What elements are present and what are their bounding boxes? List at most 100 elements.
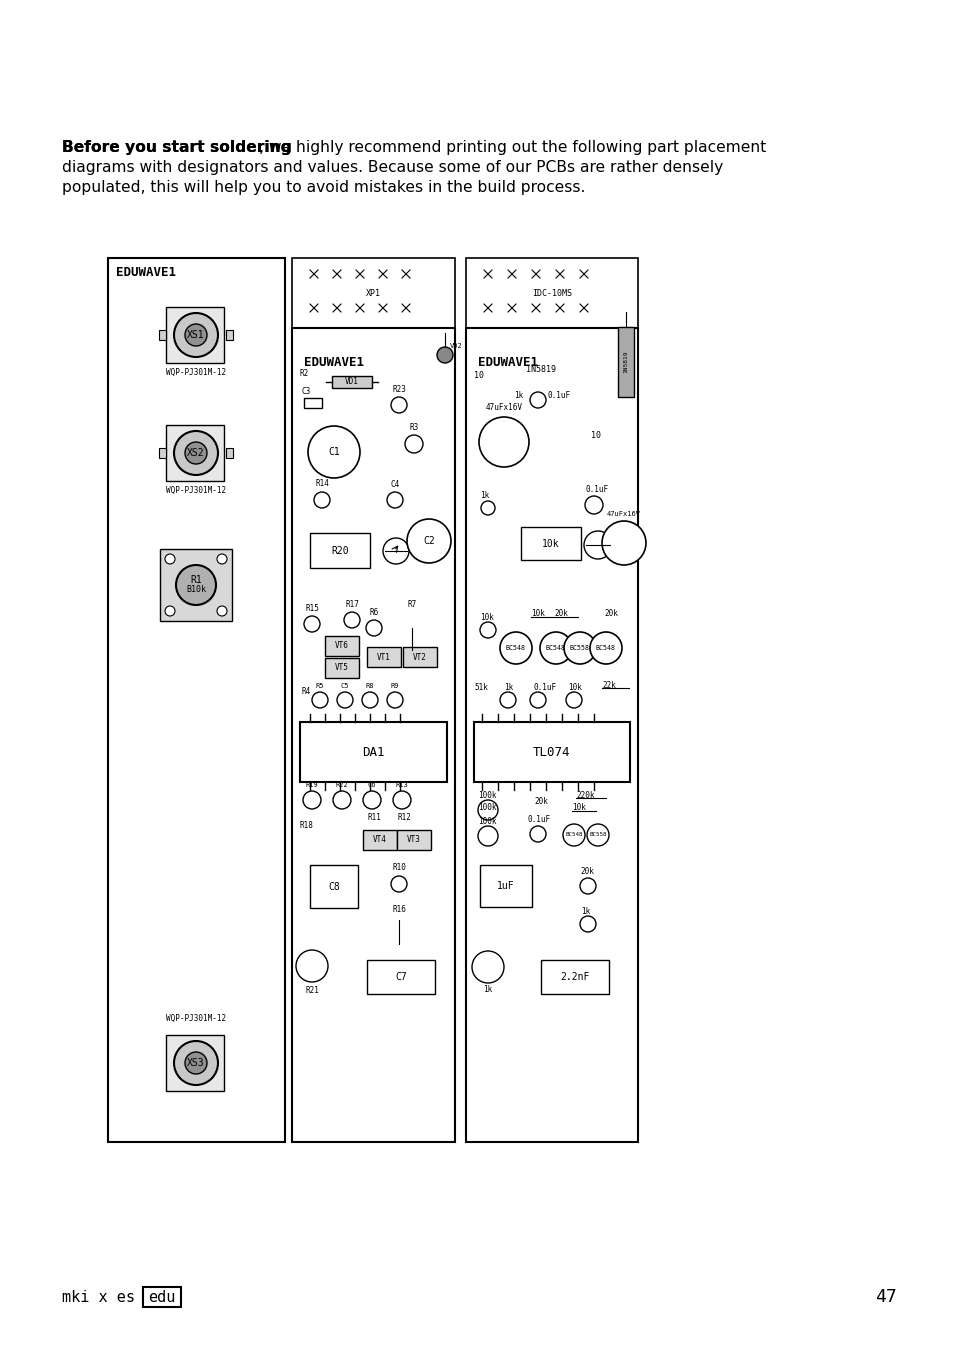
Bar [108, 258, 285, 1142]
Text: VT5: VT5 [335, 663, 349, 672]
Text: R17: R17 [345, 599, 358, 609]
Text: R12: R12 [396, 814, 411, 822]
Text: WQP-PJ301M-12: WQP-PJ301M-12 [166, 369, 226, 377]
Circle shape [185, 324, 207, 346]
Circle shape [589, 632, 621, 664]
Text: WQP-PJ301M-12: WQP-PJ301M-12 [166, 486, 226, 495]
Circle shape [382, 539, 409, 564]
Text: 0.1uF: 0.1uF [534, 683, 557, 691]
Circle shape [530, 693, 545, 707]
Text: R18: R18 [299, 822, 314, 830]
Circle shape [478, 417, 529, 467]
Bar [332, 377, 372, 387]
Bar [325, 636, 358, 656]
Text: R9: R9 [391, 683, 399, 688]
Text: C7: C7 [395, 972, 406, 981]
Bar [166, 1035, 224, 1091]
Text: BC558: BC558 [589, 833, 606, 837]
Text: 0.1uF: 0.1uF [527, 815, 551, 825]
Bar [226, 448, 233, 458]
Text: edu: edu [148, 1289, 175, 1304]
Text: populated, this will help you to avoid mistakes in the build process.: populated, this will help you to avoid m… [62, 180, 585, 194]
Bar [474, 722, 629, 782]
Text: R22: R22 [335, 782, 348, 788]
Text: R14: R14 [314, 479, 329, 487]
Circle shape [361, 693, 377, 707]
Circle shape [583, 531, 612, 559]
Text: 10k: 10k [541, 539, 559, 549]
Circle shape [216, 606, 227, 616]
Bar [304, 398, 322, 408]
Text: C6: C6 [367, 782, 375, 788]
Circle shape [530, 826, 545, 842]
Circle shape [539, 632, 572, 664]
Text: R5: R5 [315, 683, 324, 688]
Bar [363, 830, 396, 850]
Circle shape [472, 950, 503, 983]
Text: R23: R23 [392, 385, 406, 394]
Circle shape [304, 616, 319, 632]
Circle shape [366, 620, 381, 636]
Text: 0.1uF: 0.1uF [547, 392, 571, 401]
Text: C1: C1 [328, 447, 339, 458]
Bar [166, 425, 224, 481]
Text: 10: 10 [590, 431, 600, 440]
Text: C4: C4 [390, 481, 399, 489]
Text: B10k: B10k [186, 586, 206, 594]
Text: 1uF: 1uF [497, 882, 515, 891]
Circle shape [601, 521, 645, 566]
Bar [292, 258, 455, 328]
Circle shape [477, 826, 497, 846]
Text: 1N5819: 1N5819 [525, 366, 556, 374]
Text: 100k: 100k [477, 791, 496, 801]
Text: EDUWAVE1: EDUWAVE1 [116, 266, 175, 279]
Text: 0.1uF: 0.1uF [585, 486, 608, 494]
Text: R19: R19 [305, 782, 318, 788]
Text: 22k: 22k [601, 680, 616, 690]
Text: R8: R8 [365, 683, 374, 688]
Circle shape [185, 441, 207, 464]
Bar [540, 960, 608, 994]
Circle shape [363, 791, 380, 809]
Text: 10k: 10k [567, 683, 581, 691]
Text: 1k: 1k [503, 683, 513, 691]
Circle shape [295, 950, 328, 981]
Text: XP1: XP1 [365, 289, 380, 297]
Text: 47uFx16V: 47uFx16V [606, 512, 640, 517]
Circle shape [499, 693, 516, 707]
Circle shape [480, 501, 495, 514]
Text: R6: R6 [369, 608, 378, 617]
Text: Before you start soldering: Before you start soldering [62, 140, 292, 155]
Text: XS3: XS3 [187, 1058, 205, 1068]
Bar [159, 329, 166, 340]
Circle shape [387, 693, 402, 707]
Text: BC558: BC558 [569, 645, 589, 651]
Bar [226, 329, 233, 340]
Circle shape [173, 313, 218, 356]
Bar [310, 533, 370, 568]
Circle shape [336, 693, 353, 707]
Circle shape [405, 435, 422, 454]
Bar [166, 306, 224, 363]
Bar [402, 647, 436, 667]
Circle shape [308, 427, 359, 478]
Text: BC548: BC548 [596, 645, 616, 651]
Text: R7: R7 [407, 599, 416, 609]
Text: mki x es: mki x es [62, 1289, 135, 1304]
Bar [367, 960, 435, 994]
Text: 1k: 1k [479, 491, 489, 501]
Text: R13: R13 [395, 782, 408, 788]
Circle shape [391, 876, 407, 892]
Circle shape [216, 554, 227, 564]
Circle shape [393, 791, 411, 809]
Text: diagrams with designators and values. Because some of our PCBs are rather densel: diagrams with designators and values. Be… [62, 161, 722, 176]
Circle shape [579, 917, 596, 932]
Text: R11: R11 [367, 814, 380, 822]
Text: 1k: 1k [483, 986, 492, 994]
Circle shape [185, 1052, 207, 1075]
Text: 20k: 20k [603, 609, 618, 618]
Bar [367, 647, 400, 667]
Text: C5: C5 [340, 683, 349, 688]
Circle shape [344, 612, 359, 628]
Circle shape [562, 824, 584, 846]
